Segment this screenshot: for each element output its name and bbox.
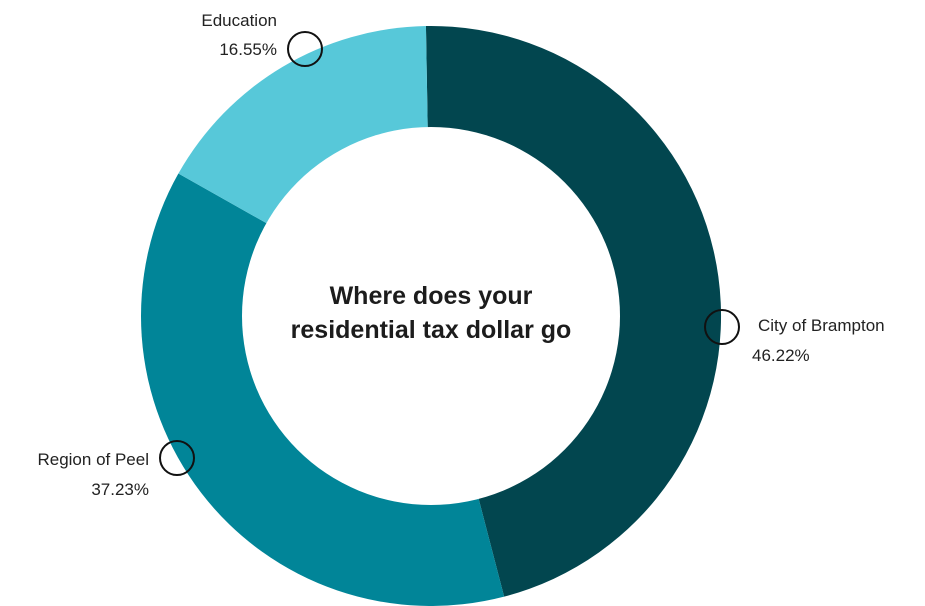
slice-label-city-of-brampton: City of Brampton — [758, 316, 885, 335]
center-title: Where does your residential tax dollar g… — [291, 282, 572, 344]
slice-label-region-of-peel: Region of Peel — [37, 450, 149, 469]
slice-label-education: Education — [201, 11, 277, 30]
label-marker-circle-education — [287, 31, 323, 67]
label-group-region-of-peel: Region of Peel 37.23% — [37, 440, 195, 499]
slice-value-city-of-brampton: 46.22% — [752, 346, 810, 365]
donut-hole — [242, 127, 620, 505]
slice-value-region-of-peel: 37.23% — [91, 480, 149, 499]
center-title-line-1: Where does your — [330, 282, 533, 310]
label-group-education: Education 16.55% — [201, 11, 323, 67]
slice-value-education: 16.55% — [219, 40, 277, 59]
label-marker-circle-region-of-peel — [159, 440, 195, 476]
center-title-line-2: residential tax dollar go — [291, 316, 572, 344]
label-marker-circle-city-of-brampton — [704, 309, 740, 345]
label-group-city-of-brampton: City of Brampton 46.22% — [704, 309, 885, 365]
